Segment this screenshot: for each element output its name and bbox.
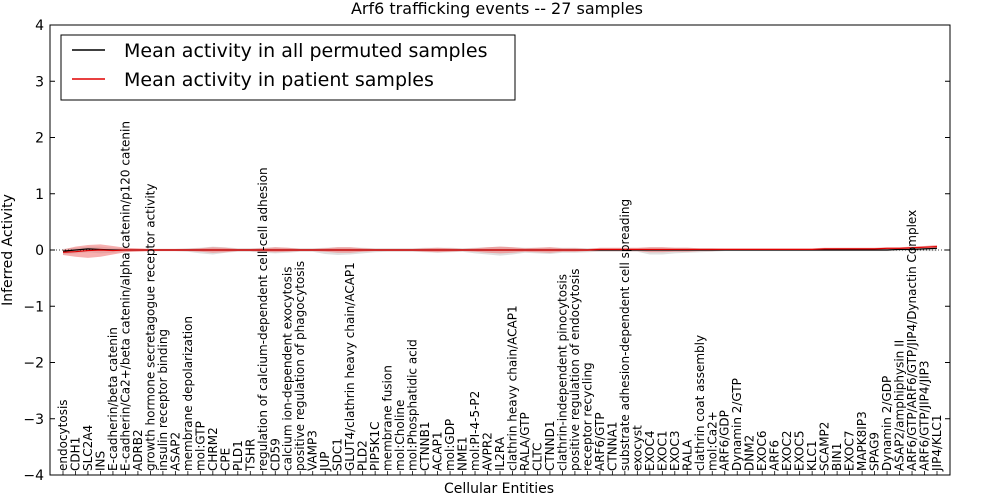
y-tick-label: 3 [35, 74, 44, 90]
chart-title: Arf6 trafficking events -- 27 samples [351, 0, 643, 18]
x-tick-label: SCAMP2 [818, 422, 832, 471]
band-series-1 [63, 244, 937, 258]
x-tick-label: CDH1 [68, 437, 82, 471]
x-tick-label: clathrin coat assembly [693, 335, 707, 471]
x-tick-label: positive regulation of phagocytosis [293, 261, 307, 471]
y-tick-label: −3 [23, 412, 44, 428]
y-tick-label: 0 [35, 243, 44, 259]
x-tick-label: CTNNB1 [418, 421, 432, 471]
x-tick-label: ARF6/GDP [718, 410, 732, 471]
legend-label-0: Mean activity in all permuted samples [124, 40, 487, 62]
x-tick-label: E-cadherin/beta catenin [106, 327, 120, 471]
series-lines [62, 246, 938, 253]
x-tick-label: Dynamin 2/GTP [730, 378, 744, 471]
x-tick-label: PLD1 [231, 440, 245, 471]
y-tick-label: 1 [35, 187, 44, 203]
y-tick-label: −4 [23, 468, 44, 484]
x-tick-label: ACAP1 [431, 432, 445, 471]
x-tick-label: CTNNA1 [605, 421, 619, 471]
x-tick-label: ASAP2 [168, 432, 182, 471]
x-tick-label: mol:Ca2+ [705, 411, 719, 471]
x-tick-label: EXOC1 [655, 430, 669, 471]
y-tick-label: 4 [35, 18, 44, 34]
y-tick-label: 2 [35, 131, 44, 147]
x-tick-label: ARF6/GTP/ARF6/GTP/JIP4/Dynactin Complex [905, 210, 919, 471]
x-tick-label: CD59 [268, 438, 282, 471]
x-tick-label: IL2RA [493, 436, 507, 471]
x-tick-label: KLC1 [805, 440, 819, 471]
x-tick-label: positive regulation of endocytosis [568, 268, 582, 471]
x-tick-label: SLC2A4 [81, 425, 95, 471]
x-tick-label: TSHR [243, 439, 257, 472]
x-tick-label: clathrin heavy chain/ACAP1 [505, 305, 519, 471]
x-tick-label: calcium ion-dependent exocytosis [281, 266, 295, 471]
x-tick-label: EXOC5 [793, 431, 807, 472]
x-tick-label: MAPK8IP3 [855, 411, 869, 471]
x-tick-label: PIP5K1C [368, 421, 382, 471]
legend-label-1: Mean activity in patient samples [124, 69, 434, 91]
x-tick-label: EXOC6 [755, 431, 769, 472]
x-tick-label: SDC1 [331, 438, 345, 471]
y-tick-label: −1 [23, 299, 44, 315]
x-tick-label: RALA/GTP [518, 412, 532, 471]
top-mask [49, 0, 951, 25]
x-tick-label: EXOC7 [843, 431, 857, 472]
legend-box [60, 34, 516, 101]
x-tick-label: growth hormone secretagogue receptor act… [143, 184, 157, 471]
x-tick-label: JIP4/KLC1 [930, 414, 944, 472]
y-tick-label: −2 [23, 356, 44, 372]
x-tick-label: mol:PI-4-5-P2 [468, 391, 482, 471]
x-tick-label: PLD2 [356, 440, 370, 471]
x-tick-label: mol:GTP [193, 421, 207, 471]
x-tick-label: exocyst [630, 425, 644, 471]
x-tick-label: mol:GDP [443, 419, 457, 471]
x-tick-label: ARF6/GTP [593, 412, 607, 471]
x-tick-label: E-cadherin/Ca2+/beta catenin/alpha caten… [118, 121, 132, 471]
x-tick-label: Dynamin 2/GDP [880, 376, 894, 471]
x-tick-label: EXOC3 [668, 431, 682, 472]
x-tick-label: EXOC2 [780, 430, 794, 471]
x-tick-label: ADRB2 [131, 429, 145, 471]
x-tick-label: regulation of calcium-dependent cell-cel… [256, 167, 270, 471]
x-tick-label: insulin receptor binding [156, 329, 170, 471]
x-tick-label: membrane fusion [381, 365, 395, 471]
x-tick-label: mol:Phosphatidic acid [406, 339, 420, 471]
x-tick-label: RALA [680, 439, 694, 471]
x-tick-label: SPAG9 [868, 432, 882, 471]
x-tick-label: CTNND1 [543, 420, 557, 471]
series-line-1 [62, 246, 938, 253]
x-tick-label: membrane depolarization [181, 316, 195, 471]
x-axis-label: Cellular Entities [444, 481, 554, 497]
x-tick-label: endocytosis [56, 399, 70, 471]
x-tick-label: VAMP3 [306, 430, 320, 471]
x-tick-label: BIN1 [830, 443, 844, 471]
y-ticks: 4 3 2 1 0 −1 −2 −3 −4 [23, 18, 950, 484]
x-tick-label: AVPR2 [481, 432, 495, 471]
x-tick-label: GLUT4/clathrin heavy chain/ACAP1 [343, 262, 357, 471]
legend: Mean activity in all permuted samples Mea… [60, 34, 516, 101]
x-tick-label: CLTC [530, 443, 544, 471]
x-tick-label: mol:Choline [393, 400, 407, 471]
x-tick-label: receptor recycling [580, 362, 594, 471]
x-tick-label: JUP [318, 451, 332, 472]
x-tick-label: DNM2 [743, 435, 757, 471]
x-tick-label: INS [93, 451, 107, 471]
x-tick-label: CPE [218, 448, 232, 471]
y-axis-label: Inferred Activity [0, 194, 16, 306]
x-tick-labels: endocytosisCDH1SLC2A4INSE-cadherin/beta … [56, 121, 944, 472]
x-tick-label: ARF6/GTP/JIP4/JIP3 [918, 360, 932, 471]
x-tick-label: NME1 [456, 436, 470, 471]
x-tick-label: substrate adhesion-dependent cell spread… [618, 199, 632, 471]
x-tick-label: EXOC4 [643, 431, 657, 472]
x-tick-label: CHRM2 [206, 427, 220, 471]
x-tick-label: ASAP2/amphiphysin II [893, 340, 907, 471]
x-tick-label: clathrin-independent pinocytosis [555, 274, 569, 471]
x-tick-label: ARF6 [768, 440, 782, 471]
